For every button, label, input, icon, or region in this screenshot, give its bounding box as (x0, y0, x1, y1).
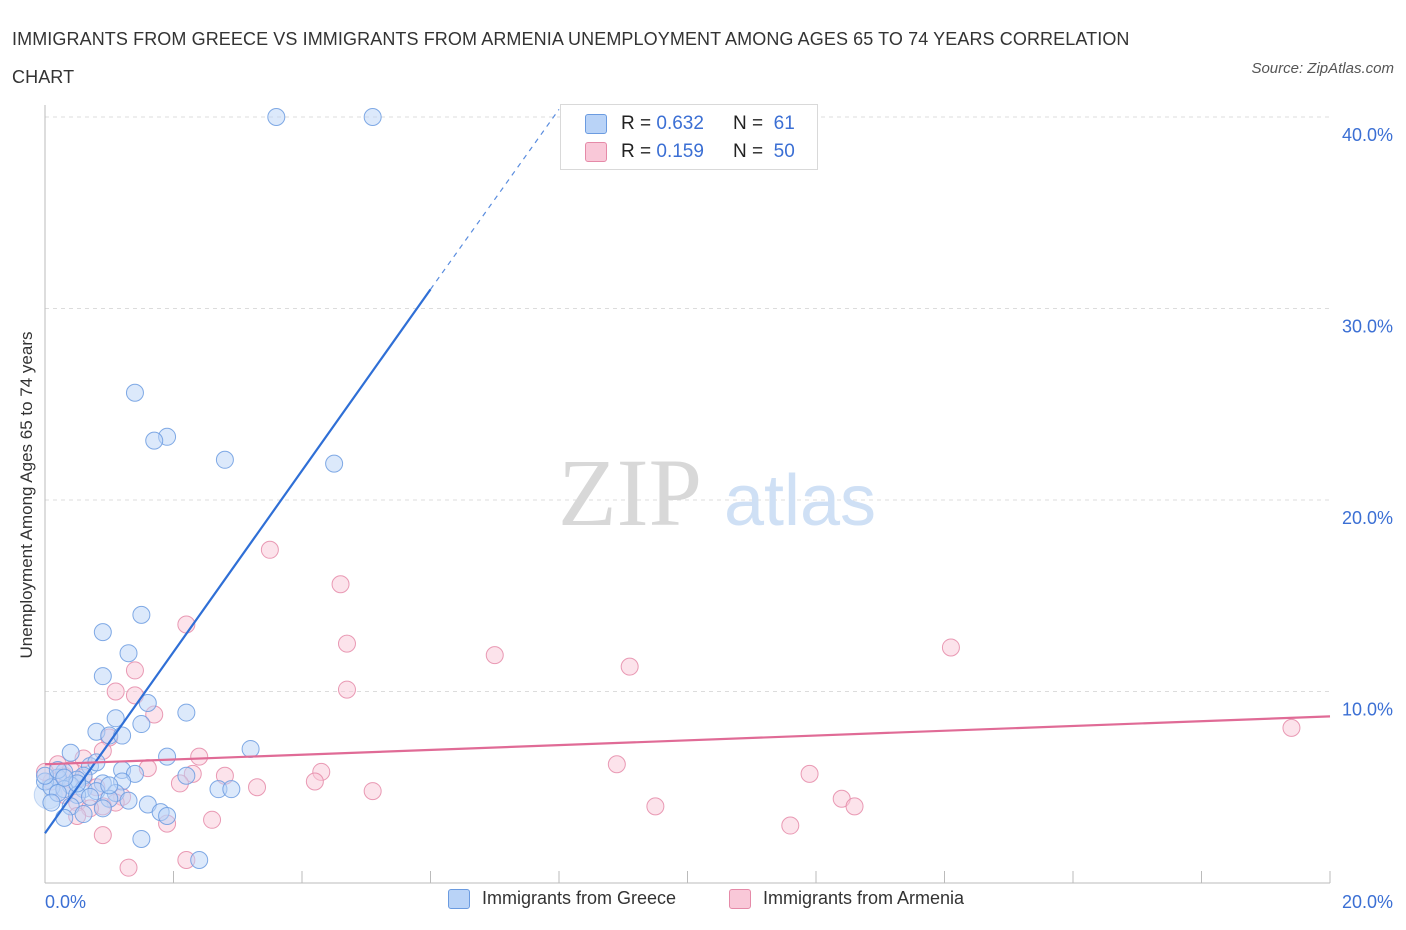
greece-point (241, 739, 260, 758)
legend-n-label: N = (732, 141, 764, 162)
armenia-point (781, 816, 800, 835)
greece-point (138, 693, 157, 712)
greece-point (113, 726, 132, 745)
armenia-point (106, 682, 125, 701)
greece-point (215, 450, 234, 469)
chart-title: IMMIGRANTS FROM GREECE VS IMMIGRANTS FRO… (12, 29, 1130, 87)
legend-n-value: 61 (773, 113, 795, 134)
greece-point (93, 623, 112, 642)
stats-legend: R = 0.632 N = 61 R = 0.159 N = 50 (560, 104, 818, 170)
x-tick-label: 0.0% (45, 892, 86, 912)
greece-point (190, 851, 209, 870)
armenia-point (248, 778, 267, 797)
armenia-point (331, 575, 350, 594)
tick-labels: 10.0% 20.0% 30.0% 40.0% 0.0% 20.0% (45, 125, 1393, 912)
source-note: Source: ZipAtlas.com (1251, 60, 1394, 77)
greece-point (267, 108, 286, 126)
bottom-legend-label: Immigrants from Armenia (763, 888, 965, 908)
armenia-point (363, 782, 382, 801)
armenia-point (800, 764, 819, 783)
greece-point (363, 108, 382, 126)
legend-row-armenia: R = 0.159 N = 50 (585, 138, 795, 166)
greece-point (80, 787, 99, 806)
armenia-point (337, 634, 356, 653)
y-axis-label: Unemployment Among Ages 65 to 74 years (17, 331, 36, 659)
armenia-point (845, 797, 864, 816)
greece-point (132, 715, 151, 734)
bottom-legend-greece[interactable]: Immigrants from Greece (448, 888, 676, 909)
greece-point (119, 791, 138, 810)
greece-point (177, 766, 196, 785)
grid-lines (45, 116, 1330, 692)
greece-point (61, 743, 80, 762)
trend-lines (44, 108, 1331, 834)
armenia-swatch (585, 142, 607, 162)
armenia-point (260, 540, 279, 559)
y-tick-label: 10.0% (1342, 700, 1393, 720)
armenia-point (93, 826, 112, 845)
bottom-legend-label: Immigrants from Greece (482, 888, 677, 908)
legend-n-value: 50 (773, 141, 795, 162)
legend-n-label: N = (732, 113, 764, 134)
armenia-point (485, 646, 504, 665)
series-greece-points (33, 108, 382, 870)
armenia-point (125, 661, 144, 680)
watermark-zip: ZIP (558, 439, 702, 546)
armenia-point (1282, 718, 1301, 737)
armenia-point (646, 797, 665, 816)
armenia-trend-line (44, 715, 1331, 766)
greece-point (42, 793, 61, 812)
greece-point (93, 667, 112, 686)
series-armenia-points (36, 540, 1301, 877)
legend-r-value: 0.632 (656, 113, 704, 134)
greece-trend-extension (430, 108, 560, 290)
greece-point (325, 454, 344, 473)
greece-point (158, 806, 177, 825)
greece-point (100, 776, 119, 795)
greece-trend-line (44, 288, 432, 834)
greece-point (145, 431, 164, 450)
watermark-atlas: atlas (724, 461, 876, 541)
y-tick-label: 40.0% (1342, 125, 1393, 145)
armenia-point (190, 747, 209, 766)
y-tick-label: 30.0% (1342, 317, 1393, 337)
armenia-point (337, 680, 356, 699)
greece-point (93, 799, 112, 818)
greece-point (222, 780, 241, 799)
greece-point (55, 768, 74, 787)
bottom-legend-armenia[interactable]: Immigrants from Armenia (729, 888, 964, 909)
y-axis-label-wrap: Unemployment Among Ages 65 to 74 years (10, 300, 44, 690)
greece-point (132, 829, 151, 848)
armenia-swatch (729, 888, 751, 909)
greece-point (74, 805, 93, 824)
legend-r-value: 0.159 (656, 141, 704, 162)
armenia-point (305, 772, 324, 791)
greece-point (132, 605, 151, 624)
y-tick-label: 20.0% (1342, 508, 1393, 528)
armenia-point (203, 810, 222, 829)
greece-swatch (448, 888, 470, 909)
legend-row-greece: R = 0.632 N = 61 (585, 110, 795, 138)
armenia-point (620, 657, 639, 676)
greece-point (125, 383, 144, 402)
legend-r-label: R = (621, 113, 652, 134)
armenia-point (941, 638, 960, 657)
greece-point (177, 703, 196, 722)
x-tick-label: 20.0% (1342, 892, 1393, 912)
greece-point (55, 808, 74, 827)
greece-point (106, 709, 125, 728)
greece-point (158, 747, 177, 766)
armenia-point (119, 858, 138, 877)
greece-point (119, 644, 138, 663)
legend-r-label: R = (621, 141, 652, 162)
axes (44, 105, 1331, 884)
armenia-point (607, 755, 626, 774)
greece-swatch (585, 114, 607, 134)
